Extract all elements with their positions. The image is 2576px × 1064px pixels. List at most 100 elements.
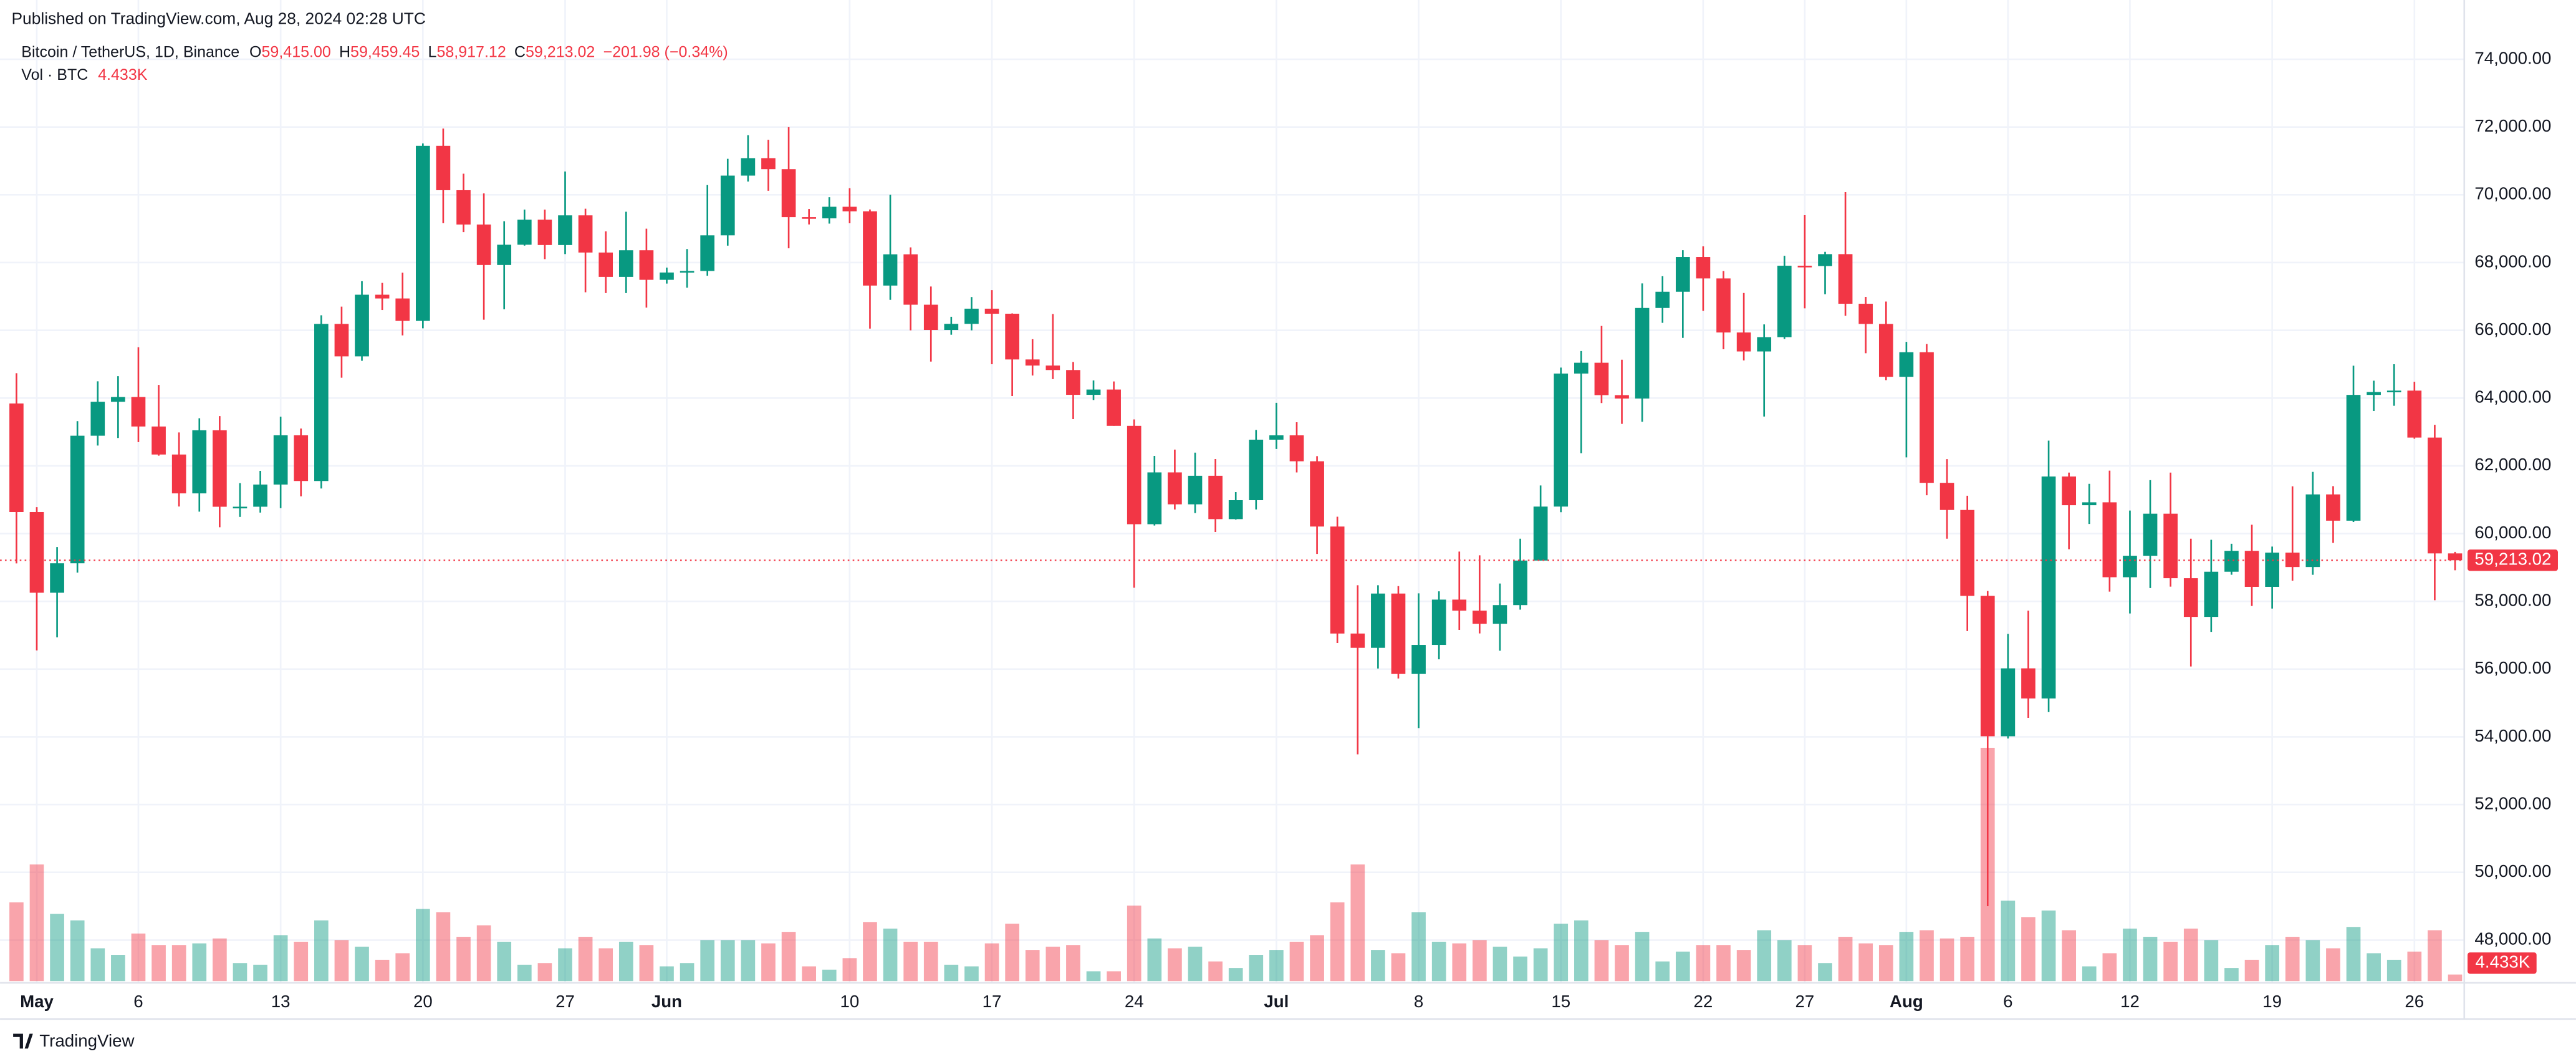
volume-bar bbox=[233, 963, 248, 982]
volume-bar bbox=[781, 932, 796, 982]
candle-body bbox=[2062, 476, 2077, 506]
candle-body bbox=[1310, 461, 1324, 527]
candle-body bbox=[253, 484, 267, 507]
candle-body bbox=[355, 294, 369, 357]
volume-bar bbox=[984, 943, 999, 982]
volume-bar bbox=[1594, 940, 1609, 982]
candle-body bbox=[1574, 362, 1588, 374]
volume-bar bbox=[2244, 959, 2259, 982]
y-tick-label: 50,000.00 bbox=[2474, 861, 2551, 881]
candle-body bbox=[90, 402, 105, 436]
volume-bar bbox=[1777, 940, 1792, 982]
volume-bar bbox=[1492, 946, 1507, 982]
volume-bar bbox=[9, 902, 24, 982]
logo-icon bbox=[13, 1033, 33, 1049]
volume-layer bbox=[9, 747, 2463, 982]
candle-body bbox=[2183, 578, 2198, 617]
published-note: Published on TradingView.com, Aug 28, 20… bbox=[11, 9, 425, 28]
volume-bar bbox=[903, 941, 918, 982]
volume-bar bbox=[1858, 943, 1873, 982]
ohlc-value: 58,917.12 bbox=[436, 43, 506, 60]
volume-bar bbox=[1655, 961, 1670, 982]
volume-bar bbox=[1736, 950, 1751, 982]
candle-body bbox=[1960, 510, 1975, 596]
candle-body bbox=[2367, 392, 2381, 395]
volume-bar bbox=[842, 958, 857, 982]
candle-body bbox=[944, 324, 959, 331]
volume-bar bbox=[1228, 968, 1243, 982]
logo: TradingView bbox=[13, 1031, 135, 1050]
candle-body bbox=[111, 397, 125, 402]
volume-bar bbox=[964, 966, 979, 982]
volume-bar bbox=[355, 946, 369, 982]
candle-body bbox=[1797, 266, 1812, 268]
x-tick-label: 13 bbox=[271, 992, 291, 1011]
candle-body bbox=[2305, 494, 2320, 568]
candle-body bbox=[2001, 668, 2016, 737]
volume-bar bbox=[680, 963, 694, 982]
x-tick-label: 24 bbox=[1125, 992, 1144, 1011]
volume-tag-text: 4.433K bbox=[2476, 952, 2530, 972]
volume-bar bbox=[1716, 945, 1731, 982]
volume-bar bbox=[436, 912, 451, 982]
candle-body bbox=[537, 220, 552, 245]
volume-bar bbox=[1431, 941, 1446, 982]
volume-bar bbox=[761, 943, 776, 982]
candle-body bbox=[1330, 526, 1345, 634]
volume-bar bbox=[456, 937, 471, 982]
candle-body bbox=[1005, 314, 1019, 360]
candle-body bbox=[2041, 476, 2056, 699]
candle-body bbox=[1594, 362, 1609, 395]
volume-bar bbox=[151, 945, 166, 982]
volume-bar bbox=[50, 914, 64, 982]
candle-body bbox=[822, 206, 837, 219]
x-tick-label: 27 bbox=[555, 992, 575, 1011]
x-tick-label: Aug bbox=[1890, 992, 1923, 1011]
y-tick-label: 56,000.00 bbox=[2474, 658, 2551, 677]
volume-bar bbox=[537, 963, 552, 982]
volume-bar bbox=[1025, 950, 1040, 982]
y-tick-label: 74,000.00 bbox=[2474, 48, 2551, 67]
volume-bar bbox=[660, 966, 674, 982]
candle-body bbox=[720, 175, 735, 236]
volume-bar bbox=[822, 969, 837, 982]
candle-body bbox=[50, 563, 64, 593]
volume-bar bbox=[1391, 953, 1406, 982]
x-tick-label: 17 bbox=[983, 992, 1002, 1011]
candle-body bbox=[2386, 390, 2401, 392]
candle-body bbox=[618, 250, 633, 277]
volume-bar bbox=[476, 925, 491, 982]
volume-bar bbox=[883, 928, 898, 982]
candle-body bbox=[1492, 605, 1507, 624]
y-tick-label: 70,000.00 bbox=[2474, 184, 2551, 203]
candle-body bbox=[923, 304, 938, 331]
candle-body bbox=[1269, 435, 1284, 440]
candle-body bbox=[1818, 254, 1832, 266]
candle-body bbox=[2428, 437, 2442, 554]
candle-body bbox=[1635, 307, 1650, 399]
candle-body bbox=[558, 215, 572, 245]
candle-body bbox=[273, 435, 288, 485]
candle-body bbox=[1107, 389, 1121, 426]
candle-body bbox=[863, 211, 877, 286]
y-tick-label: 58,000.00 bbox=[2474, 590, 2551, 609]
candle-body bbox=[456, 190, 471, 225]
overlay-layer: 48,000.00 50,000.00 52,000.00 54,000.00 56,0… bbox=[0, 48, 2558, 1011]
x-tick-label: Jul bbox=[1264, 992, 1289, 1011]
candle-body bbox=[1127, 425, 1141, 525]
ohlc-value: 59,415.00 bbox=[262, 43, 331, 60]
candle-body bbox=[598, 252, 613, 277]
volume-legend: Vol · BTC 4.433K bbox=[21, 66, 147, 84]
candle-body bbox=[1513, 560, 1527, 606]
candle-body bbox=[213, 430, 227, 507]
candle-body bbox=[1168, 472, 1182, 505]
candle-body bbox=[1858, 304, 1873, 324]
x-tick-label: May bbox=[20, 992, 54, 1011]
candle-body bbox=[2407, 390, 2422, 438]
ohlc-name: H bbox=[339, 43, 350, 60]
candle-body bbox=[1086, 389, 1101, 395]
volume-bar bbox=[1757, 930, 1772, 982]
volume-bar bbox=[294, 941, 309, 982]
price-tag bbox=[2468, 549, 2558, 571]
